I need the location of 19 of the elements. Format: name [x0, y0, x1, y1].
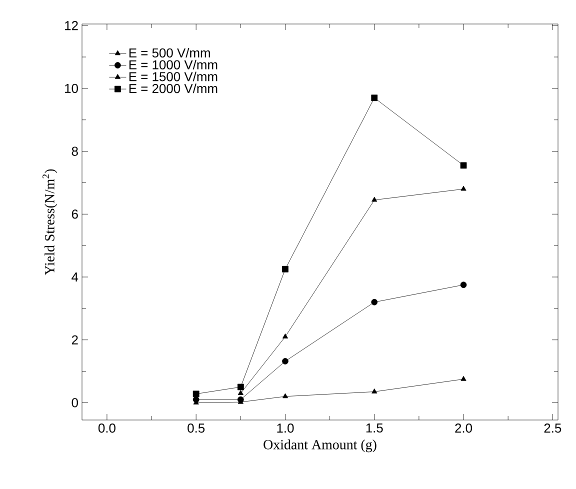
y-tick-label: 10: [65, 84, 78, 94]
x-tick-label: 0.5: [188, 424, 205, 433]
legend-label: E = 1500 V/mm: [129, 72, 218, 82]
x-tick-label: 0.0: [98, 424, 116, 433]
y-tick-label: 4: [72, 272, 78, 282]
y-tick-label: 2: [72, 335, 78, 344]
x-tick-label: 2.5: [544, 424, 562, 433]
y-tick-label: 12: [65, 21, 78, 30]
legend-label: E = 1000 V/mm: [129, 60, 218, 70]
x-tick-label: 1.5: [366, 424, 383, 433]
x-tick-label: 2.0: [455, 424, 472, 433]
y-axis-title: Yield Stress(N/m$^{2}$): [42, 169, 58, 276]
y-tick-label: 6: [72, 210, 78, 219]
x-axis-title: Oxidant Amount (g): [264, 440, 376, 452]
legend-label: E = 500 V/mm: [129, 48, 210, 58]
y-tick-label: 0: [72, 398, 78, 408]
y-tick-label: 8: [72, 146, 78, 156]
x-tick-label: 1.0: [277, 424, 294, 433]
legend-label: E = 2000 V/mm: [129, 84, 218, 94]
